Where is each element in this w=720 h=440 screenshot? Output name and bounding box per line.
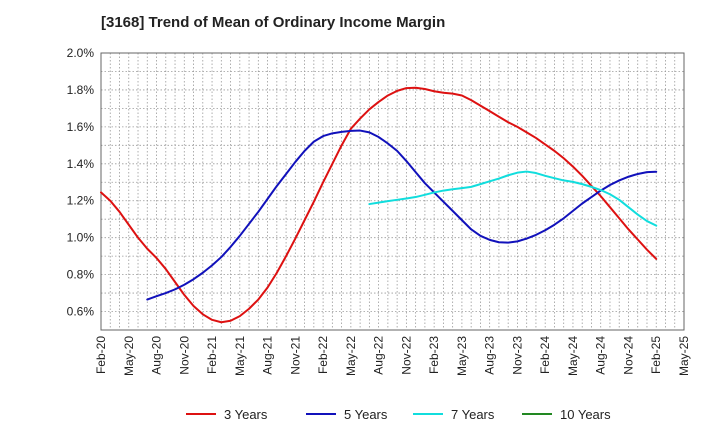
- series-line-7-years: [368, 170, 658, 227]
- x-tick-label: Feb-21: [205, 336, 219, 374]
- chart-title: [3168] Trend of Mean of Ordinary Income …: [101, 14, 446, 31]
- plot-area: [101, 53, 684, 330]
- x-tick-label: Feb-25: [649, 336, 663, 374]
- x-tick-label: May-21: [233, 336, 247, 376]
- x-tick-label: Aug-20: [150, 336, 164, 375]
- legend-label-7-years: 7 Years: [451, 407, 495, 422]
- y-tick-label: 1.4%: [67, 157, 95, 171]
- y-tick-label: 1.0%: [67, 231, 95, 245]
- x-tick-label: Feb-24: [538, 336, 552, 374]
- x-tick-label: May-20: [122, 336, 136, 376]
- x-tick-label: Aug-24: [594, 336, 608, 375]
- x-tick-label: Feb-22: [316, 336, 330, 374]
- x-tick-label: Nov-20: [177, 336, 191, 375]
- legend-label-10-years: 10 Years: [560, 407, 611, 422]
- y-tick-label: 0.8%: [67, 268, 95, 282]
- y-tick-label: 1.8%: [67, 83, 95, 97]
- y-tick-label: 0.6%: [67, 305, 95, 319]
- x-tick-label: Aug-23: [483, 336, 497, 375]
- x-tick-label: Aug-21: [261, 336, 275, 375]
- y-tick-label: 1.2%: [67, 194, 95, 208]
- x-tick-label: May-22: [344, 336, 358, 376]
- x-tick-label: Nov-24: [621, 336, 635, 375]
- x-tick-label: Nov-21: [288, 336, 302, 375]
- legend-label-3-years: 3 Years: [224, 407, 268, 422]
- y-tick-label: 2.0%: [67, 46, 95, 60]
- x-tick-label: Nov-22: [399, 336, 413, 375]
- x-tick-label: Nov-23: [510, 336, 524, 375]
- x-tick-label: Feb-20: [94, 336, 108, 374]
- legend-label-5-years: 5 Years: [344, 407, 388, 422]
- x-tick-label: Aug-22: [372, 336, 386, 375]
- x-tick-label: Feb-23: [427, 336, 441, 374]
- x-tick-label: May-23: [455, 336, 469, 376]
- y-tick-label: 1.6%: [67, 120, 95, 134]
- x-tick-label: May-24: [566, 336, 580, 376]
- series-line-5-years: [146, 129, 658, 301]
- series-line-3-years: [100, 86, 658, 324]
- x-tick-label: May-25: [677, 336, 691, 376]
